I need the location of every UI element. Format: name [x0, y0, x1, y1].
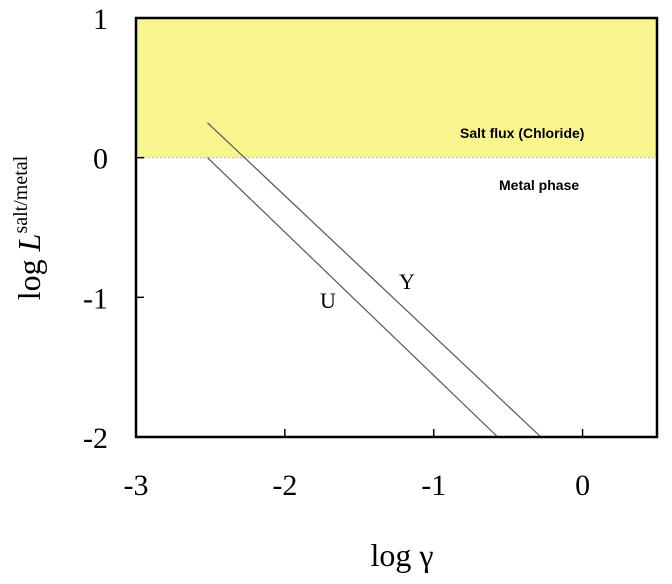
- series-line-u: [207, 157, 499, 438]
- tick-layer: -3 -2 -1 0 -2 -1 0 1: [83, 3, 590, 502]
- y-axis-title: log Lsalt/metal: [10, 155, 47, 300]
- y-tick-label: 0: [93, 143, 108, 176]
- x-tick-label: -1: [421, 469, 446, 502]
- x-axis-title: log γ: [370, 537, 433, 573]
- series-layer: [207, 122, 542, 438]
- series-label-y: Y: [399, 269, 415, 294]
- y-tick-label: -1: [83, 282, 108, 315]
- x-tick-label: -3: [124, 469, 149, 502]
- y-tick-label: -2: [83, 422, 108, 455]
- region-label-salt-flux: Salt flux (Chloride): [460, 125, 584, 141]
- x-tick-label: -2: [272, 469, 297, 502]
- y-tick-label: 1: [93, 3, 108, 36]
- series-line-y: [207, 122, 542, 438]
- x-tick-label: 0: [575, 469, 590, 502]
- region-layer: [136, 18, 657, 159]
- y-axis-title-superscript: salt/metal: [10, 155, 32, 233]
- y-axis-title-italic: L: [11, 234, 47, 253]
- region-fill-0: [136, 18, 657, 158]
- region-label-metal-phase: Metal phase: [499, 177, 579, 193]
- series-label-u: U: [320, 288, 336, 313]
- y-axis-title-prefix: log: [11, 251, 47, 300]
- plot-frame: [134, 16, 659, 439]
